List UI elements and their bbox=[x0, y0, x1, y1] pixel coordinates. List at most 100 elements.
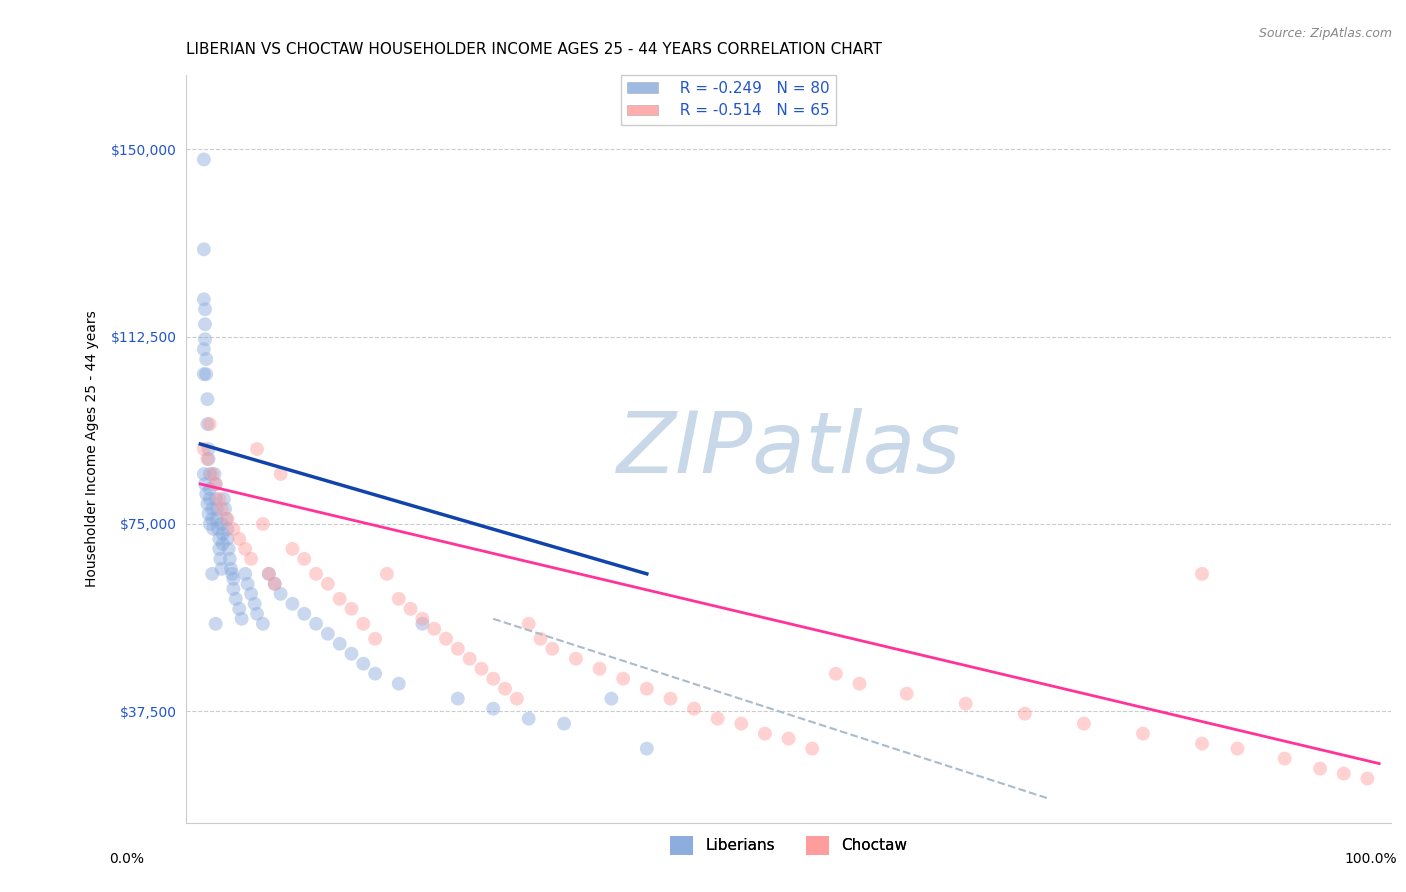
Point bbox=[212, 491, 235, 506]
Point bbox=[482, 672, 505, 686]
Point bbox=[228, 532, 250, 546]
Point bbox=[195, 367, 218, 381]
Point bbox=[1274, 751, 1296, 765]
Point bbox=[208, 491, 231, 506]
Point bbox=[1309, 762, 1331, 776]
Point bbox=[470, 662, 492, 676]
Point bbox=[955, 697, 977, 711]
Point bbox=[482, 701, 505, 715]
Point bbox=[263, 577, 285, 591]
Point bbox=[198, 417, 221, 431]
Point bbox=[316, 626, 339, 640]
Point bbox=[252, 616, 274, 631]
Point bbox=[194, 302, 217, 317]
Point bbox=[529, 632, 551, 646]
Point bbox=[219, 562, 242, 576]
Point bbox=[517, 712, 540, 726]
Point bbox=[388, 591, 411, 606]
Point bbox=[201, 502, 224, 516]
Point bbox=[352, 616, 374, 631]
Point bbox=[730, 716, 752, 731]
Point bbox=[240, 587, 263, 601]
Point bbox=[292, 552, 315, 566]
Point bbox=[246, 442, 269, 456]
Point bbox=[217, 512, 239, 526]
Point bbox=[423, 622, 446, 636]
Point bbox=[209, 552, 232, 566]
Point bbox=[659, 691, 682, 706]
Point bbox=[233, 541, 256, 556]
Point bbox=[193, 442, 215, 456]
Text: 100.0%: 100.0% bbox=[1344, 852, 1398, 866]
Point bbox=[198, 482, 221, 496]
Point bbox=[305, 616, 328, 631]
Point bbox=[240, 552, 263, 566]
Point bbox=[207, 522, 229, 536]
Point bbox=[588, 662, 610, 676]
Point bbox=[252, 516, 274, 531]
Point bbox=[636, 741, 658, 756]
Point bbox=[541, 641, 564, 656]
Point bbox=[222, 522, 245, 536]
Point bbox=[205, 512, 228, 526]
Point bbox=[222, 582, 245, 596]
Point bbox=[494, 681, 516, 696]
Point bbox=[600, 691, 623, 706]
Point bbox=[197, 442, 219, 456]
Point bbox=[217, 522, 239, 536]
Text: LIBERIAN VS CHOCTAW HOUSEHOLDER INCOME AGES 25 - 44 YEARS CORRELATION CHART: LIBERIAN VS CHOCTAW HOUSEHOLDER INCOME A… bbox=[186, 42, 882, 57]
Text: Source: ZipAtlas.com: Source: ZipAtlas.com bbox=[1258, 27, 1392, 40]
Point bbox=[399, 602, 422, 616]
Point bbox=[1132, 726, 1154, 740]
Point bbox=[778, 731, 800, 746]
Point bbox=[553, 716, 575, 731]
Point bbox=[194, 477, 217, 491]
Point bbox=[434, 632, 457, 646]
Point bbox=[197, 507, 219, 521]
Point bbox=[801, 741, 824, 756]
Point bbox=[329, 591, 352, 606]
Point bbox=[217, 532, 239, 546]
Point bbox=[411, 616, 433, 631]
Point bbox=[211, 516, 233, 531]
Point bbox=[193, 292, 215, 306]
Point bbox=[222, 572, 245, 586]
Point bbox=[1357, 772, 1379, 786]
Point bbox=[447, 641, 470, 656]
Point bbox=[195, 352, 218, 367]
Point bbox=[197, 452, 219, 467]
Point bbox=[246, 607, 269, 621]
Point bbox=[211, 527, 233, 541]
Point bbox=[198, 467, 221, 481]
Point bbox=[270, 587, 292, 601]
Point bbox=[824, 666, 846, 681]
Point bbox=[193, 342, 215, 356]
Point bbox=[636, 681, 658, 696]
Point bbox=[352, 657, 374, 671]
Legend: Liberians, Choctaw: Liberians, Choctaw bbox=[664, 830, 912, 861]
Point bbox=[201, 512, 224, 526]
Point bbox=[194, 332, 217, 346]
Point bbox=[215, 512, 238, 526]
Point bbox=[388, 676, 411, 690]
Point bbox=[204, 467, 226, 481]
Point bbox=[447, 691, 470, 706]
Point bbox=[218, 541, 240, 556]
Point bbox=[411, 612, 433, 626]
Point bbox=[329, 637, 352, 651]
Point bbox=[204, 477, 226, 491]
Point bbox=[204, 477, 226, 491]
Point bbox=[292, 607, 315, 621]
Point bbox=[221, 566, 243, 581]
Point bbox=[208, 532, 231, 546]
Text: ZIPatlas: ZIPatlas bbox=[616, 408, 960, 491]
Point bbox=[340, 647, 363, 661]
Point bbox=[848, 676, 870, 690]
Point bbox=[218, 552, 240, 566]
Point bbox=[193, 467, 215, 481]
Point bbox=[263, 577, 285, 591]
Point bbox=[1191, 737, 1213, 751]
Point bbox=[198, 491, 221, 506]
Point bbox=[316, 577, 339, 591]
Point bbox=[204, 616, 226, 631]
